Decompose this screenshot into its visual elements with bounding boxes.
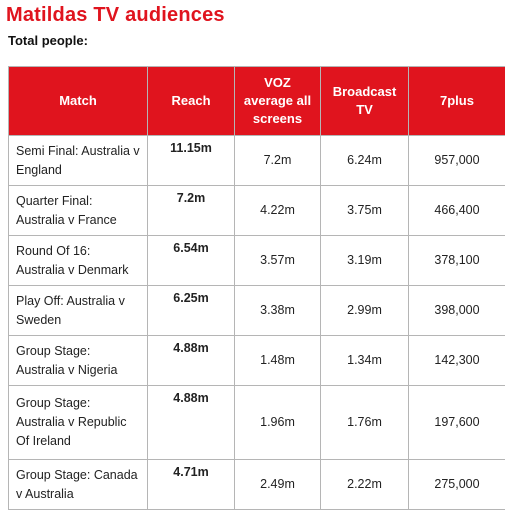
audience-table: Match Reach VOZ average all screens Broa… [8,66,505,510]
header-match: Match [9,67,148,136]
cell-voz: 1.96m [235,386,321,460]
cell-voz: 1.48m [235,336,321,386]
cell-broadcast: 2.99m [321,286,409,336]
cell-7plus: 275,000 [409,460,505,510]
cell-7plus: 957,000 [409,136,505,186]
cell-7plus: 197,600 [409,386,505,460]
table-row: Group Stage: Australia v Republic Of Ire… [9,386,505,460]
cell-match: Quarter Final: Australia v France [9,186,148,236]
page-subtitle: Total people: [8,33,88,48]
table-row: Group Stage: Canada v Australia 4.71m 2.… [9,460,505,510]
cell-7plus: 466,400 [409,186,505,236]
header-7plus: 7plus [409,67,505,136]
cell-voz: 2.49m [235,460,321,510]
header-voz: VOZ average all screens [235,67,321,136]
header-broadcast: Broadcast TV [321,67,409,136]
cell-broadcast: 3.19m [321,236,409,286]
cell-reach: 4.71m [148,460,235,510]
cell-broadcast: 1.76m [321,386,409,460]
table-row: Group Stage: Australia v Nigeria 4.88m 1… [9,336,505,386]
cell-match: Group Stage: Canada v Australia [9,460,148,510]
cell-reach: 4.88m [148,386,235,460]
table-header-row: Match Reach VOZ average all screens Broa… [9,67,505,136]
cell-reach: 6.54m [148,236,235,286]
cell-match: Semi Final: Australia v England [9,136,148,186]
cell-voz: 7.2m [235,136,321,186]
table-row: Quarter Final: Australia v France 7.2m 4… [9,186,505,236]
page-title: Matildas TV audiences [6,4,225,27]
cell-match: Group Stage: Australia v Nigeria [9,336,148,386]
table-row: Play Off: Australia v Sweden 6.25m 3.38m… [9,286,505,336]
cell-broadcast: 2.22m [321,460,409,510]
cell-voz: 3.57m [235,236,321,286]
cell-reach: 11.15m [148,136,235,186]
cell-voz: 3.38m [235,286,321,336]
cell-7plus: 378,100 [409,236,505,286]
cell-broadcast: 6.24m [321,136,409,186]
table-row: Semi Final: Australia v England 11.15m 7… [9,136,505,186]
cell-7plus: 142,300 [409,336,505,386]
header-reach: Reach [148,67,235,136]
cell-voz: 4.22m [235,186,321,236]
cell-match: Group Stage: Australia v Republic Of Ire… [9,386,148,460]
cell-broadcast: 1.34m [321,336,409,386]
cell-match: Round Of 16: Australia v Denmark [9,236,148,286]
cell-reach: 4.88m [148,336,235,386]
cell-match: Play Off: Australia v Sweden [9,286,148,336]
cell-reach: 7.2m [148,186,235,236]
table-row: Round Of 16: Australia v Denmark 6.54m 3… [9,236,505,286]
cell-broadcast: 3.75m [321,186,409,236]
cell-7plus: 398,000 [409,286,505,336]
cell-reach: 6.25m [148,286,235,336]
